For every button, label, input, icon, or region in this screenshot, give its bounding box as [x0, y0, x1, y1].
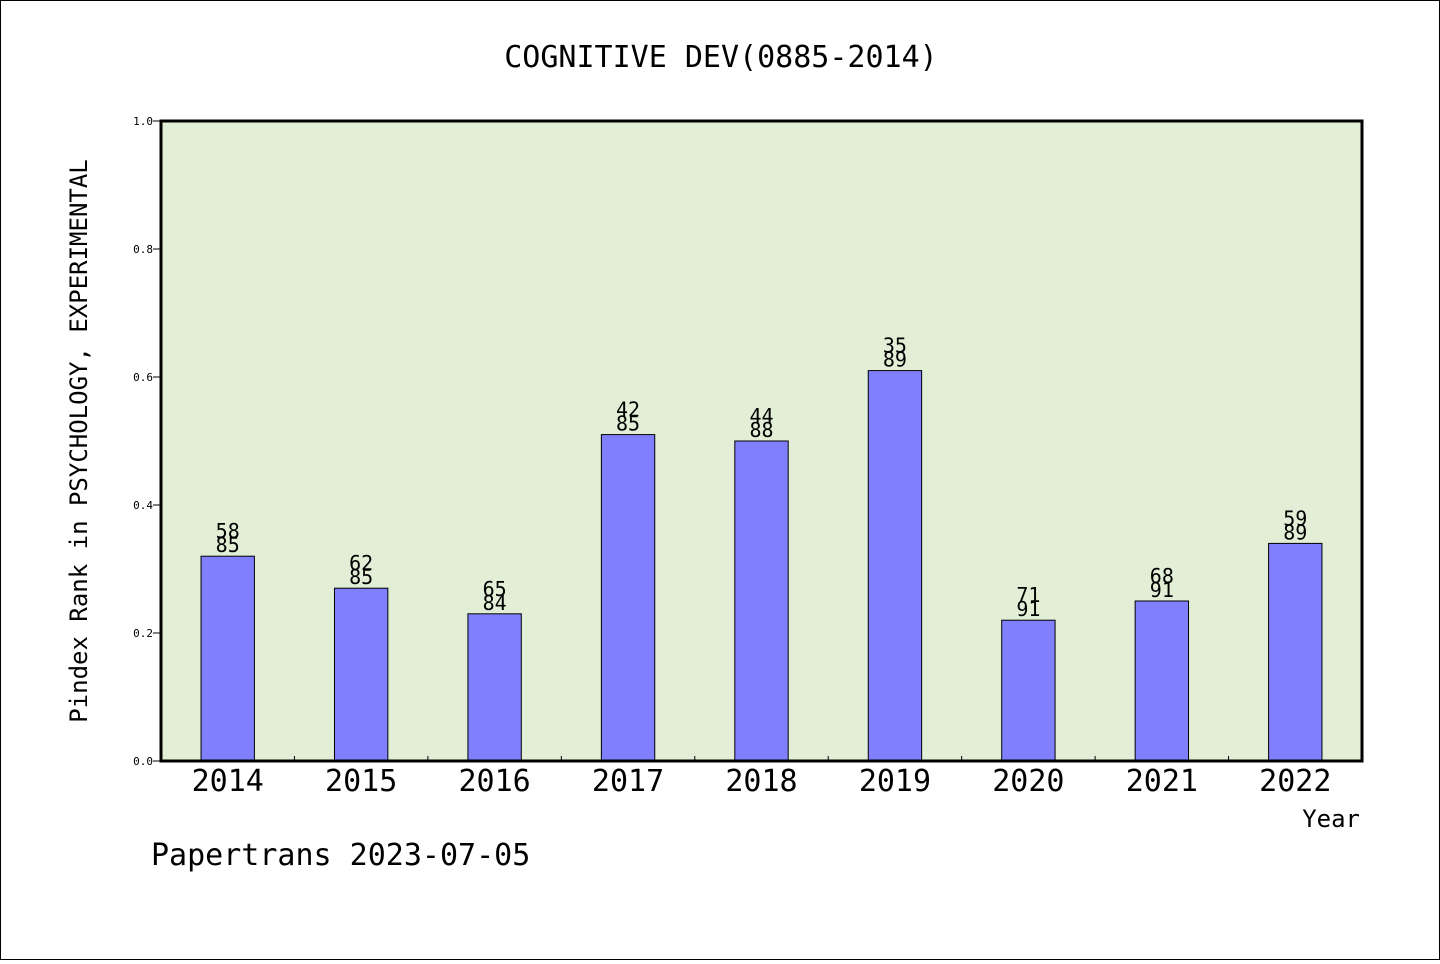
bar: [734, 440, 789, 762]
bar: [1134, 600, 1190, 762]
y-axis-label: Pindex Rank in PSYCHOLOGY, EXPERIMENTAL: [65, 159, 93, 723]
bar-rank-label: 59: [1283, 506, 1307, 530]
bar-total-label: 85: [216, 533, 240, 557]
y-tick-label: 0.2: [133, 627, 153, 640]
x-tick-label: 2020: [992, 764, 1064, 799]
y-tick-label: 0.0: [133, 755, 153, 768]
y-axis: 0.0 0.2 0.4 0.6 0.8 1.0: [133, 115, 161, 768]
bar-total-label: 89: [883, 348, 907, 372]
bar-rank-label: 65: [483, 577, 507, 601]
x-axis: 2014 2015 2016 2017 2018 2019 2020 2021 2022: [192, 756, 1331, 799]
bar-total-label: 85: [616, 412, 640, 436]
bar: [333, 587, 389, 762]
x-tick-label: 2014: [192, 764, 264, 799]
bar: [600, 434, 656, 762]
plot-border: [159, 119, 1364, 763]
bar-total-label: 91: [1016, 597, 1040, 621]
x-tick-label: 2019: [859, 764, 931, 799]
x-tick-label: 2017: [592, 764, 664, 799]
y-tick-label: 1.0: [133, 115, 153, 128]
y-tick-label: 0.8: [133, 243, 153, 256]
x-tick-label: 2018: [725, 764, 797, 799]
bar-rank-label: 44: [749, 404, 773, 428]
x-tick-label: 2022: [1259, 764, 1331, 799]
x-tick-label: 2016: [458, 764, 530, 799]
bar: [467, 613, 522, 762]
bar-rank-label: 35: [883, 334, 907, 358]
y-tick-label: 0.6: [133, 371, 153, 384]
bar: [200, 555, 255, 762]
bar-rank-label: 68: [1150, 564, 1174, 588]
y-tick-label: 0.4: [133, 499, 153, 512]
x-axis-label: Year: [1302, 805, 1360, 833]
bars: [200, 370, 1323, 762]
bar-total-label: 89: [1283, 520, 1307, 544]
bar-rank-label: 42: [616, 398, 640, 422]
bar-total-label: 88: [749, 418, 773, 442]
bar: [867, 370, 923, 762]
bar-rank-label: 71: [1016, 583, 1040, 607]
x-tick-label: 2015: [325, 764, 397, 799]
bar-rank-label: 62: [349, 551, 373, 575]
bar: [1001, 619, 1056, 762]
chart-title: COGNITIVE DEV(0885-2014): [504, 40, 937, 75]
bar-total-label: 85: [349, 565, 373, 589]
bar: [1268, 542, 1323, 762]
bar-rank-label: 58: [216, 519, 240, 543]
x-tick-label: 2021: [1126, 764, 1198, 799]
bar-total-label: 84: [483, 591, 507, 615]
watermark: Papertrans 2023-07-05: [151, 838, 530, 873]
bar-total-label: 91: [1150, 578, 1174, 602]
